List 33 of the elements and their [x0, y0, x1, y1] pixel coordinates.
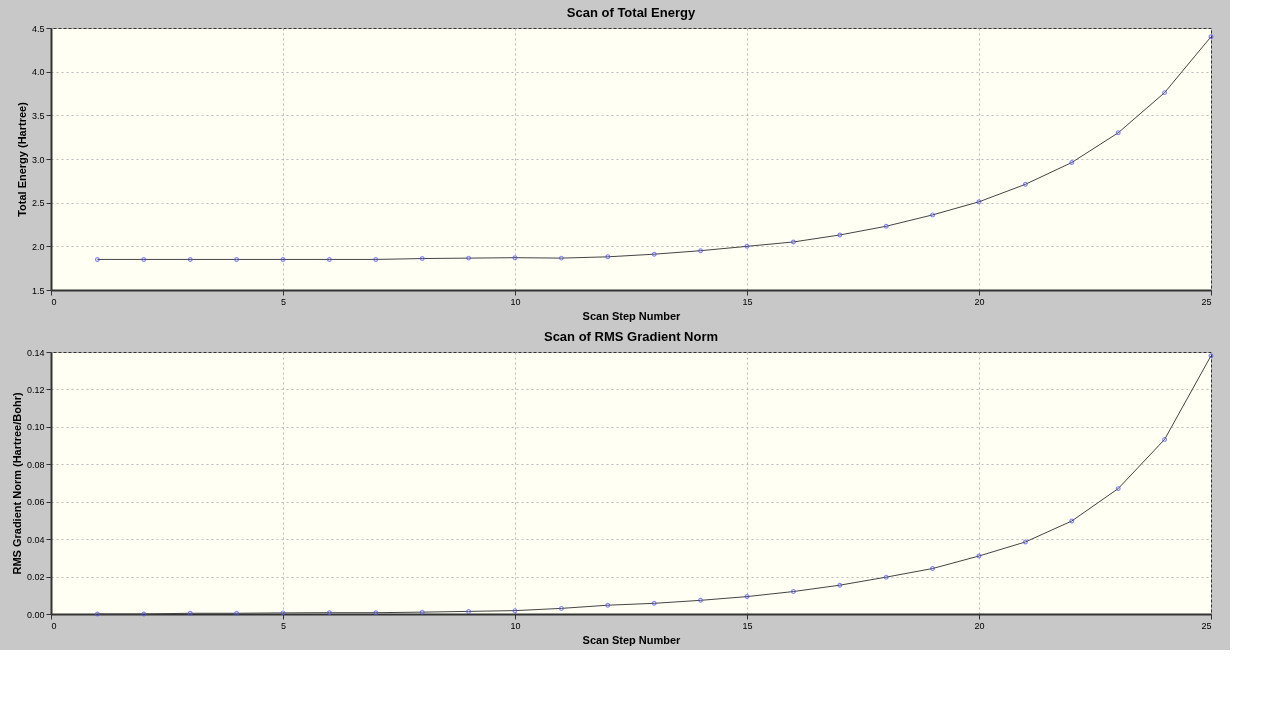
y-tick-label: 1.5	[31, 285, 45, 296]
chart-title: Scan of RMS Gradient Norm	[543, 329, 719, 344]
y-tick-label: 0.14	[26, 347, 45, 358]
y-tick-label: 4.5	[31, 23, 45, 34]
x-tick-label: 15	[742, 620, 753, 631]
x-tick-label: 10	[510, 620, 521, 631]
y-axis-title: RMS Gradient Norm (Hartree/Bohr)	[10, 392, 23, 575]
y-tick-label: 0.12	[26, 384, 45, 395]
y-tick-label: 4.0	[31, 67, 45, 78]
x-tick-label: 20	[974, 296, 985, 307]
x-tick-label: 5	[280, 620, 287, 631]
x-axis-title: Scan Step Number	[582, 309, 682, 322]
y-tick-label: 0.04	[26, 534, 45, 545]
x-tick-label: 25	[1201, 620, 1212, 631]
chart-title: Scan of Total Energy	[566, 5, 696, 20]
y-tick-label: 2.5	[31, 198, 45, 209]
y-tick-label: 0.06	[26, 497, 45, 508]
x-tick-label: 15	[742, 296, 753, 307]
x-tick-label: 25	[1201, 296, 1212, 307]
y-tick-label: 0.02	[26, 572, 45, 583]
x-axis-title: Scan Step Number	[582, 633, 682, 646]
x-tick-label: 20	[974, 620, 985, 631]
x-tick-label: 5	[280, 296, 287, 307]
y-tick-label: 0.08	[26, 459, 45, 470]
x-tick-label: 0	[51, 620, 57, 631]
y-tick-label: 3.0	[31, 154, 45, 165]
y-tick-label: 3.5	[31, 110, 45, 121]
y-tick-label: 2.0	[31, 241, 45, 252]
x-tick-label: 0	[51, 296, 57, 307]
y-tick-label: 0.00	[26, 609, 45, 620]
y-tick-label: 0.10	[26, 422, 45, 433]
x-tick-label: 10	[510, 296, 521, 307]
y-axis-title: Total Energy (Hartree)	[15, 101, 28, 217]
